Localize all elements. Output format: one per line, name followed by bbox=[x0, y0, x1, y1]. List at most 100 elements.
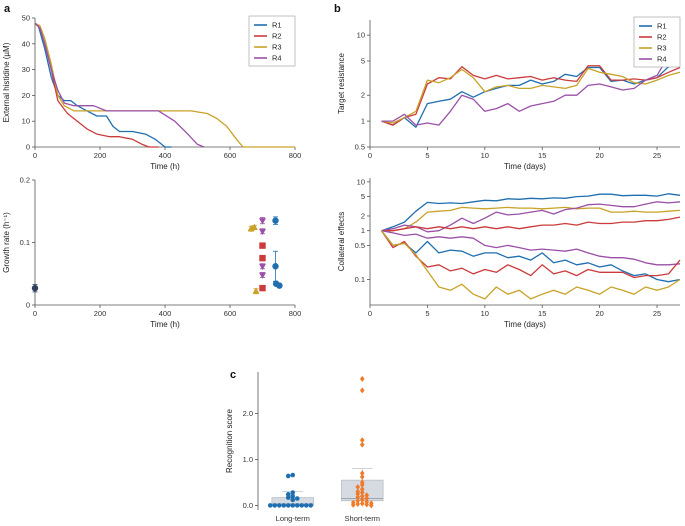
b_bottom-y-axis-label: Collateral effects bbox=[337, 212, 346, 271]
c-point bbox=[290, 503, 296, 508]
b_bottom-y-tick-label: 0.5 bbox=[355, 241, 365, 250]
c-point bbox=[285, 495, 291, 500]
panel-label-b: b bbox=[334, 3, 341, 15]
a_bottom-point bbox=[258, 263, 267, 271]
b_bottom-x-tick-label: 15 bbox=[538, 309, 546, 318]
b_bottom-y-tick-label: 2 bbox=[361, 211, 365, 220]
b_top-series-R2 bbox=[381, 65, 681, 126]
b_top-y-axis-label: Target resistance bbox=[337, 52, 346, 113]
b_bottom-x-tick-label: 25 bbox=[653, 309, 661, 318]
c-point bbox=[359, 375, 365, 382]
panel-label-c: c bbox=[230, 369, 236, 381]
c-point bbox=[285, 492, 291, 497]
a_bottom-point bbox=[258, 228, 267, 236]
a_bottom-point bbox=[258, 218, 267, 225]
c-point bbox=[359, 496, 365, 503]
a_bottom-x-tick-label: 600 bbox=[224, 309, 237, 318]
c-point bbox=[359, 470, 365, 477]
c-category-label: Short-term bbox=[345, 514, 380, 523]
a_bottom-y-tick-label: 0.2 bbox=[20, 176, 30, 185]
c-point bbox=[364, 492, 370, 499]
a_top-x-tick-label: 800 bbox=[289, 151, 302, 160]
c-point bbox=[285, 503, 291, 508]
b_top-x-tick-label: 0 bbox=[368, 151, 372, 160]
c-point bbox=[267, 503, 273, 508]
a_top-y-tick-label: 40 bbox=[22, 39, 30, 48]
c-point bbox=[359, 489, 365, 496]
a_top-y-tick-label: 30 bbox=[22, 65, 30, 74]
c-point bbox=[359, 437, 365, 444]
a_bottom-x-tick-label: 0 bbox=[33, 309, 37, 318]
c-y-tick-label: 0.0 bbox=[243, 501, 253, 510]
c-point bbox=[355, 484, 361, 490]
b_top-x-axis-label: Time (days) bbox=[504, 162, 546, 171]
a_bottom-x-axis-label: Time (h) bbox=[150, 320, 180, 329]
b_bottom-series-R3 bbox=[380, 230, 681, 300]
c-point bbox=[364, 501, 370, 508]
c-point bbox=[359, 473, 365, 480]
b_bottom-series-R2 bbox=[381, 216, 681, 232]
b_bottom-x-tick-label: 5 bbox=[425, 309, 429, 318]
a_top-x-tick-label: 0 bbox=[33, 151, 37, 160]
b_bottom-y-tick-label: 10 bbox=[357, 177, 365, 186]
b_top-legend-label-R3: R3 bbox=[657, 44, 667, 53]
b_top-legend-label-R1: R1 bbox=[657, 22, 667, 31]
b_top-y-tick-label: 2 bbox=[361, 91, 365, 100]
c-point bbox=[359, 500, 365, 507]
a_top-legend-label-R3: R3 bbox=[272, 43, 282, 52]
b_bottom-y-tick-label: 5 bbox=[361, 192, 365, 201]
b_top-y-tick-label: 0.5 bbox=[355, 143, 365, 152]
c-point bbox=[290, 490, 296, 495]
c-point bbox=[368, 502, 374, 509]
b_bottom-x-tick-label: 0 bbox=[368, 309, 372, 318]
b_bottom-series-R4 bbox=[381, 230, 681, 266]
a_top-legend-label-R2: R2 bbox=[272, 32, 282, 41]
b_top-legend-label-R4: R4 bbox=[657, 55, 667, 64]
c-point bbox=[290, 472, 296, 478]
b_bottom-x-tick-label: 10 bbox=[481, 309, 489, 318]
c-point bbox=[290, 497, 296, 503]
c-point bbox=[355, 490, 361, 497]
a_bottom-point bbox=[259, 284, 266, 292]
a_top-y-tick-label: 50 bbox=[22, 14, 30, 23]
a_bottom-y-axis-label: Growth rate (h⁻¹) bbox=[2, 212, 11, 273]
a_top-y-tick-label: 20 bbox=[22, 91, 30, 100]
b_top-x-tick-label: 15 bbox=[538, 151, 546, 160]
a_top-y-tick-label: 10 bbox=[22, 117, 30, 126]
a_top-x-axis-label: Time (h) bbox=[150, 162, 180, 171]
b_bottom-y-tick-label: 0.1 bbox=[355, 275, 365, 284]
a_bottom-point bbox=[258, 272, 267, 279]
b_top-y-tick-label: 1 bbox=[361, 117, 365, 126]
a_bottom-y-tick-label: 0.1 bbox=[20, 238, 30, 247]
c-point bbox=[359, 441, 365, 448]
b_top-legend-label-R2: R2 bbox=[657, 33, 667, 42]
b_top-y-tick-label: 10 bbox=[357, 31, 365, 40]
a_top-series-R1 bbox=[34, 22, 172, 148]
b_top-x-tick-label: 10 bbox=[481, 151, 489, 160]
c-point bbox=[359, 481, 365, 488]
c-point bbox=[299, 503, 305, 508]
b_top-x-tick-label: 20 bbox=[595, 151, 603, 160]
a_bottom-point bbox=[272, 217, 279, 224]
a_bottom-point bbox=[250, 223, 258, 231]
a_top-series-R4 bbox=[34, 22, 205, 148]
a_bottom-x-tick-label: 800 bbox=[289, 309, 302, 318]
a_top-y-tick-label: 0 bbox=[26, 143, 30, 152]
c-point bbox=[285, 473, 291, 479]
b_top-series-R3 bbox=[381, 67, 681, 124]
b_top-y-tick-label: 5 bbox=[361, 57, 365, 66]
b_bottom-y-tick-label: 1 bbox=[361, 226, 365, 235]
b_top-series-R1 bbox=[381, 63, 681, 128]
c-point bbox=[276, 503, 282, 508]
c-point bbox=[364, 495, 370, 502]
c-point bbox=[355, 494, 361, 501]
c-point bbox=[350, 501, 356, 508]
b_bottom-series-R4 bbox=[381, 201, 681, 233]
c-y-axis-label: Recognition score bbox=[225, 408, 234, 473]
c-point bbox=[303, 503, 309, 508]
c-point bbox=[281, 503, 287, 508]
b_bottom-series-R3 bbox=[381, 206, 681, 232]
b_top-x-tick-label: 5 bbox=[425, 151, 429, 160]
c-point bbox=[355, 497, 361, 504]
